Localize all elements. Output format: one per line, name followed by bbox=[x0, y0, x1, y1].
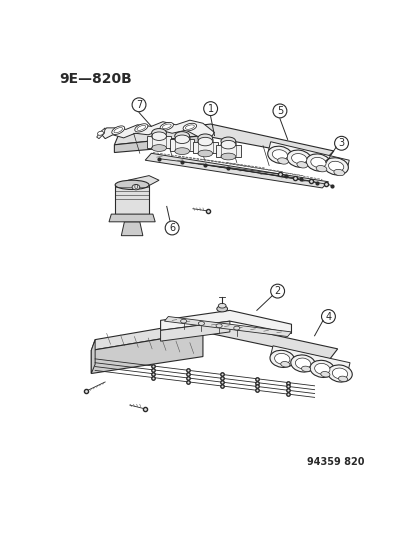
Ellipse shape bbox=[160, 123, 173, 130]
Ellipse shape bbox=[112, 126, 124, 134]
Polygon shape bbox=[97, 128, 105, 139]
Text: 5: 5 bbox=[276, 106, 282, 116]
Ellipse shape bbox=[174, 135, 189, 143]
Ellipse shape bbox=[306, 154, 330, 171]
Polygon shape bbox=[160, 321, 229, 341]
Text: 9E—820B: 9E—820B bbox=[59, 72, 131, 86]
Ellipse shape bbox=[197, 134, 212, 142]
Ellipse shape bbox=[332, 368, 347, 379]
Ellipse shape bbox=[320, 372, 329, 377]
Text: 0: 0 bbox=[133, 184, 138, 190]
Ellipse shape bbox=[216, 306, 227, 312]
Ellipse shape bbox=[221, 153, 235, 160]
Ellipse shape bbox=[277, 158, 287, 164]
Ellipse shape bbox=[323, 158, 347, 175]
Ellipse shape bbox=[333, 169, 344, 176]
Ellipse shape bbox=[132, 184, 140, 190]
Polygon shape bbox=[164, 317, 291, 336]
Ellipse shape bbox=[310, 157, 325, 167]
Polygon shape bbox=[100, 120, 214, 139]
Ellipse shape bbox=[314, 364, 329, 374]
Ellipse shape bbox=[151, 128, 166, 137]
Ellipse shape bbox=[197, 138, 212, 146]
Ellipse shape bbox=[198, 321, 204, 325]
Polygon shape bbox=[114, 135, 202, 152]
Ellipse shape bbox=[328, 161, 343, 172]
Text: 1: 1 bbox=[207, 103, 213, 114]
Text: 3: 3 bbox=[338, 138, 344, 148]
Ellipse shape bbox=[221, 140, 235, 149]
Polygon shape bbox=[268, 142, 349, 170]
Polygon shape bbox=[91, 320, 337, 359]
Ellipse shape bbox=[309, 360, 334, 377]
Ellipse shape bbox=[180, 319, 186, 323]
Polygon shape bbox=[145, 154, 328, 188]
Ellipse shape bbox=[151, 144, 166, 151]
Ellipse shape bbox=[274, 353, 289, 365]
Polygon shape bbox=[216, 144, 240, 157]
Polygon shape bbox=[160, 310, 291, 334]
Polygon shape bbox=[169, 139, 194, 151]
Ellipse shape bbox=[296, 161, 307, 168]
Polygon shape bbox=[121, 222, 142, 236]
Ellipse shape bbox=[269, 350, 294, 367]
Ellipse shape bbox=[267, 146, 292, 164]
Polygon shape bbox=[146, 136, 171, 148]
Polygon shape bbox=[115, 185, 149, 214]
Ellipse shape bbox=[183, 123, 196, 131]
Text: 2: 2 bbox=[274, 286, 280, 296]
Ellipse shape bbox=[174, 132, 189, 140]
Text: 6: 6 bbox=[169, 223, 175, 233]
Ellipse shape bbox=[280, 361, 289, 367]
Ellipse shape bbox=[197, 150, 212, 157]
Ellipse shape bbox=[233, 326, 239, 330]
Polygon shape bbox=[91, 340, 95, 374]
Polygon shape bbox=[109, 214, 155, 222]
Ellipse shape bbox=[327, 365, 351, 382]
Text: 4: 4 bbox=[325, 311, 331, 321]
Ellipse shape bbox=[221, 137, 235, 146]
Ellipse shape bbox=[174, 148, 189, 155]
Ellipse shape bbox=[290, 355, 315, 372]
Ellipse shape bbox=[135, 124, 147, 132]
Ellipse shape bbox=[218, 303, 225, 308]
Ellipse shape bbox=[291, 154, 306, 164]
Ellipse shape bbox=[151, 132, 166, 140]
Ellipse shape bbox=[301, 366, 310, 372]
Polygon shape bbox=[91, 332, 202, 374]
Ellipse shape bbox=[97, 131, 103, 135]
Ellipse shape bbox=[294, 358, 310, 369]
Ellipse shape bbox=[272, 150, 287, 160]
Polygon shape bbox=[270, 346, 349, 373]
Polygon shape bbox=[192, 142, 217, 154]
Ellipse shape bbox=[316, 166, 326, 172]
Polygon shape bbox=[114, 124, 333, 159]
Ellipse shape bbox=[286, 150, 311, 167]
Text: 94359 820: 94359 820 bbox=[306, 457, 364, 467]
Ellipse shape bbox=[338, 376, 347, 382]
Text: 7: 7 bbox=[135, 100, 142, 110]
Ellipse shape bbox=[115, 180, 149, 189]
Polygon shape bbox=[128, 175, 159, 187]
Ellipse shape bbox=[216, 324, 222, 328]
